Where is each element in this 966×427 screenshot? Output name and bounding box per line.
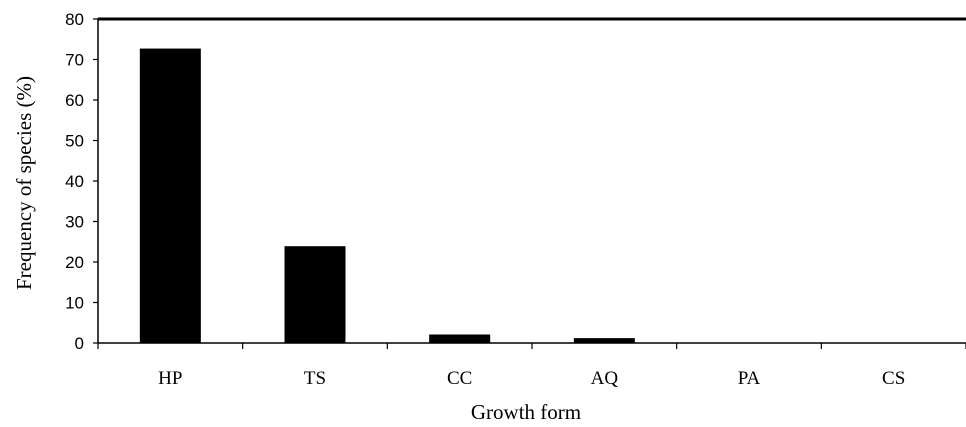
x-axis: HP TS CC AQ PA CS	[97, 343, 966, 389]
plot-area	[97, 17, 966, 344]
y-axis: 0 10 20 30 40 50 60 70 80	[65, 10, 98, 353]
y-tick-label: 80	[65, 10, 84, 29]
y-tick-label: 70	[65, 51, 84, 70]
x-tick-label: CC	[447, 368, 472, 389]
bar-aq	[573, 338, 635, 343]
y-tick-label: 10	[65, 294, 84, 313]
y-tick-label: 40	[65, 172, 84, 191]
bar-hp	[139, 48, 201, 343]
y-tick-label: 30	[65, 213, 84, 232]
bar-ts	[284, 246, 346, 343]
y-axis-title: Frequency of species (%)	[12, 76, 36, 290]
y-tick-label: 0	[75, 334, 84, 353]
x-tick-label: HP	[158, 368, 182, 389]
x-axis-title: Growth form	[471, 400, 581, 424]
y-tick-label: 60	[65, 91, 84, 110]
bars-group	[139, 48, 635, 343]
y-tick-label: 50	[65, 132, 84, 151]
bar-cc	[429, 334, 491, 343]
x-tick-label: CS	[882, 368, 905, 389]
x-tick-label: AQ	[591, 368, 619, 389]
x-tick-label: TS	[304, 368, 326, 389]
x-tick-label: PA	[738, 368, 761, 389]
y-tick-label: 20	[65, 253, 84, 272]
